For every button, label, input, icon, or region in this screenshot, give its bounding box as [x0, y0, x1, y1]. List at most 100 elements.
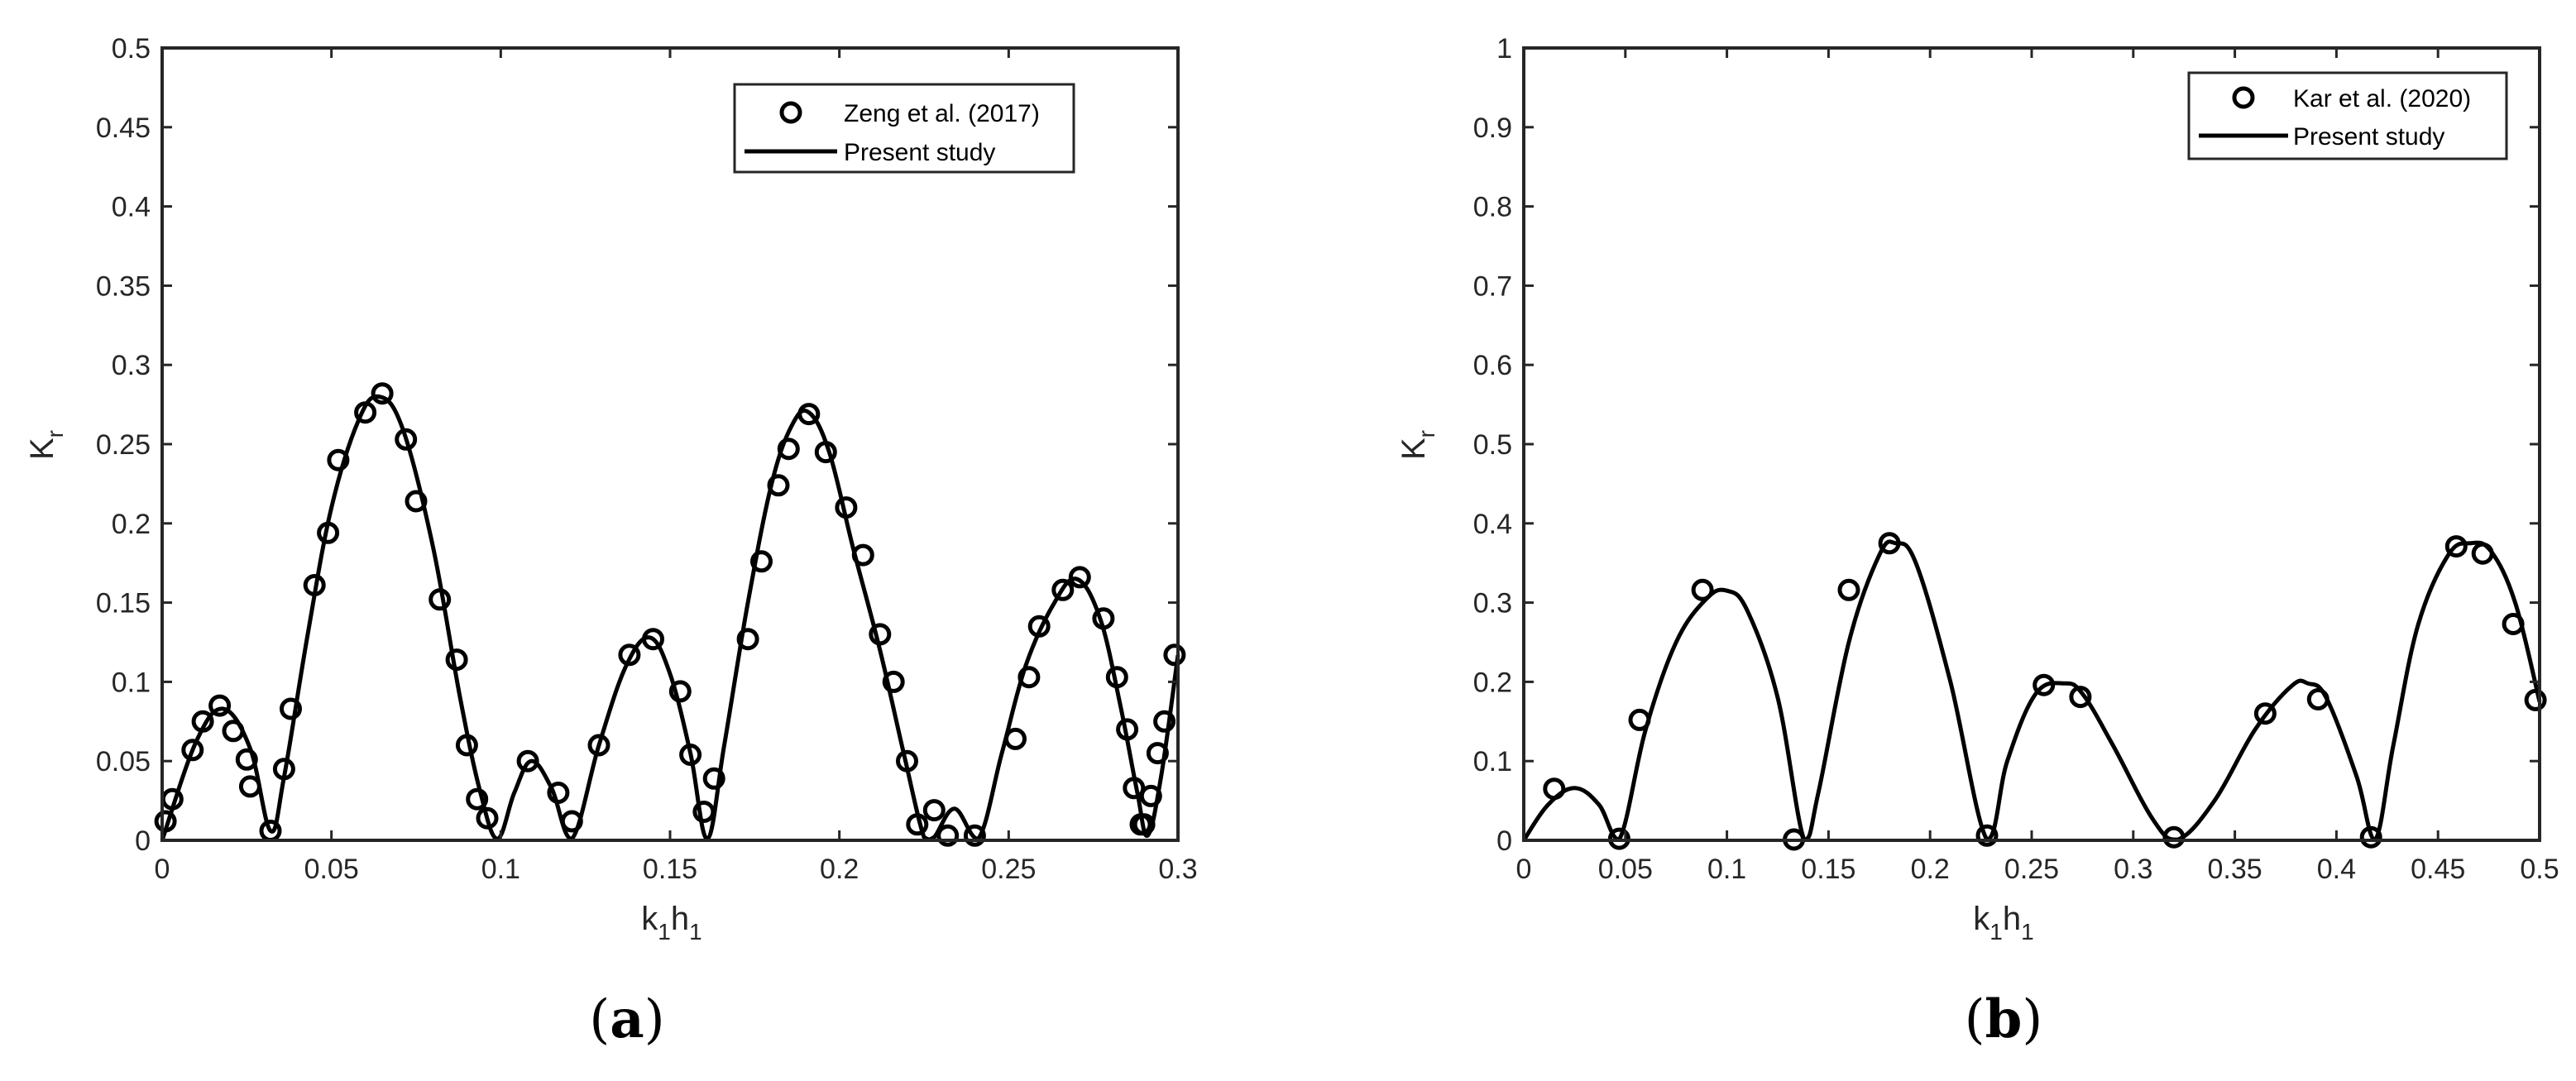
chart-b-legend-label-1: Present study — [2293, 123, 2444, 151]
chart-a-data-point — [906, 813, 929, 836]
chart-a-data-point — [679, 744, 702, 766]
chart-b-data-point — [2069, 686, 2092, 709]
chart-a-ytick-label: 0.25 — [96, 429, 151, 461]
chart-b-series-line — [1521, 539, 2542, 842]
chart-a-ytick-label: 0.35 — [96, 270, 151, 302]
chart-a-xlabel: k1h1 — [641, 901, 701, 945]
chart-a-data-point — [317, 521, 340, 544]
chart-a-ytick-label: 0.05 — [96, 746, 151, 777]
chart-a-data-point — [547, 782, 570, 804]
chart-a-data-point — [1051, 578, 1075, 601]
chart-a-legend: Zeng et al. (2017) Present study — [733, 83, 1075, 174]
chart-b-xtick-label: 0.3 — [2114, 854, 2152, 885]
chart-b-xtick-label: 0.05 — [1598, 854, 1653, 885]
chart-a-ytick-label: 0.2 — [112, 509, 151, 540]
chart-a-ytick-label: 0.5 — [112, 33, 151, 65]
chart-b-data-point — [1975, 824, 1999, 847]
chart-a-data-point — [1146, 742, 1169, 765]
chart-a-legend-box — [733, 83, 1075, 174]
chart-b-ytick-label: 0.6 — [1473, 350, 1512, 381]
chart-b-caption: (b) — [1965, 988, 2043, 1050]
chart-b-legend-marker-icon — [2232, 86, 2255, 109]
chart-b-xlabel: k1h1 — [1973, 901, 2033, 945]
chart-a-data-point — [835, 496, 858, 519]
chart-a-data-point — [1139, 784, 1162, 807]
chart-a-data-point — [1092, 607, 1115, 630]
chart-b-ticks: 0 0.05 0.1 0.15 0.2 0.25 0.3 0.35 0.4 0.45 0.5 0 0.1… — [1473, 33, 2559, 885]
chart-a-data-point — [395, 428, 418, 451]
chart-b-data-point — [1628, 708, 1651, 731]
chart-a-data-point — [272, 758, 295, 781]
chart-b-ytick-label: 0.9 — [1473, 112, 1512, 144]
chart-b-ytick-label: 0 — [1496, 825, 1512, 857]
chart-a-data-point — [516, 749, 539, 772]
chart-a-data-point — [814, 441, 837, 464]
chart-b-data-point — [2524, 688, 2547, 711]
chart-a-data-point — [1004, 727, 1027, 750]
chart-a-data-point — [1132, 813, 1156, 836]
chart-a-data-point — [1027, 615, 1051, 638]
chart-a-data-point — [642, 628, 664, 651]
chart-a-data-point — [476, 806, 499, 830]
chart-b-xtick-label: 0 — [1516, 854, 1532, 885]
chart-a-data-point — [280, 697, 302, 720]
chart-b-xtick-label: 0.45 — [2411, 854, 2465, 885]
chart-a-data-point — [235, 748, 258, 771]
chart-b-data-point — [2306, 688, 2329, 710]
chart-a-xtick-label: 0.1 — [481, 854, 520, 885]
chart-b-legend: Kar et al. (2020) Present study — [2187, 71, 2508, 160]
chart-a-data-point — [1105, 666, 1128, 689]
chart-a-data-point — [154, 810, 177, 833]
chart-a-data-point — [618, 643, 641, 667]
chart-b-xtick-label: 0.2 — [1911, 854, 1950, 885]
chart-a-data-point — [896, 749, 918, 772]
chart-a-data-point — [238, 775, 261, 798]
chart-a-data-point — [922, 799, 946, 822]
chart-b-ytick-label: 0.7 — [1473, 270, 1512, 302]
chart-a-data-point — [1068, 566, 1091, 589]
chart-a-data-point — [1153, 710, 1176, 733]
chart-a-data-point — [777, 438, 800, 461]
chart-b-data-point — [2162, 825, 2186, 849]
chart-b-ytick-label: 0.5 — [1473, 429, 1512, 461]
chart-b-data-point — [1837, 578, 1860, 601]
chart-b-xtick-label: 0.4 — [2317, 854, 2356, 885]
chart-a-data-point — [736, 628, 759, 651]
chart-b-ytick-label: 0.4 — [1473, 509, 1512, 540]
chart-a-ytick-label: 0.15 — [96, 588, 151, 619]
chart-panel-b: 0 0.05 0.1 0.15 0.2 0.25 0.3 0.35 0.4 0.45 0.5 0 0.1… — [1396, 33, 2559, 1050]
chart-a-data-point — [587, 734, 610, 757]
chart-a-data-point — [354, 401, 377, 424]
chart-a-data-point — [1017, 666, 1041, 689]
chart-b-ytick-label: 0.3 — [1473, 588, 1512, 619]
chart-a-ytick-label: 0.45 — [96, 112, 151, 144]
chart-a-data-point — [869, 623, 892, 646]
chart-a-data-point — [327, 448, 350, 471]
chart-a-data-point — [303, 574, 326, 596]
chart-b-data-point — [2471, 542, 2494, 565]
chart-a-data-point — [668, 680, 692, 703]
chart-a-data-point — [455, 734, 478, 757]
chart-b-xtick-label: 0.5 — [2520, 854, 2559, 885]
chart-b-ytick-label: 1 — [1496, 33, 1512, 65]
chart-a-data-point — [466, 787, 489, 811]
chart-a-ytick-label: 0.1 — [112, 667, 151, 698]
chart-a-xtick-label: 0.25 — [981, 854, 1036, 885]
chart-a-legend-marker-icon — [779, 101, 802, 124]
chart-a-marks — [154, 382, 1186, 847]
chart-a-legend-label-0: Zeng et al. (2017) — [844, 100, 1040, 127]
chart-a-data-point — [405, 490, 428, 513]
chart-a-data-point — [692, 801, 716, 823]
chart-b-legend-label-0: Kar et al. (2020) — [2293, 85, 2471, 112]
chart-a-data-point — [963, 824, 986, 847]
chart-b-ytick-label: 0.2 — [1473, 667, 1512, 698]
chart-a-data-point — [882, 670, 905, 693]
chart-a-data-point — [371, 382, 394, 405]
chart-a-data-point — [222, 720, 245, 743]
chart-a-data-point — [936, 824, 960, 847]
chart-a-data-point — [797, 403, 821, 426]
chart-b-data-point — [1691, 578, 1714, 601]
chart-a-xtick-label: 0.2 — [820, 854, 859, 885]
chart-a-data-point — [750, 550, 773, 573]
